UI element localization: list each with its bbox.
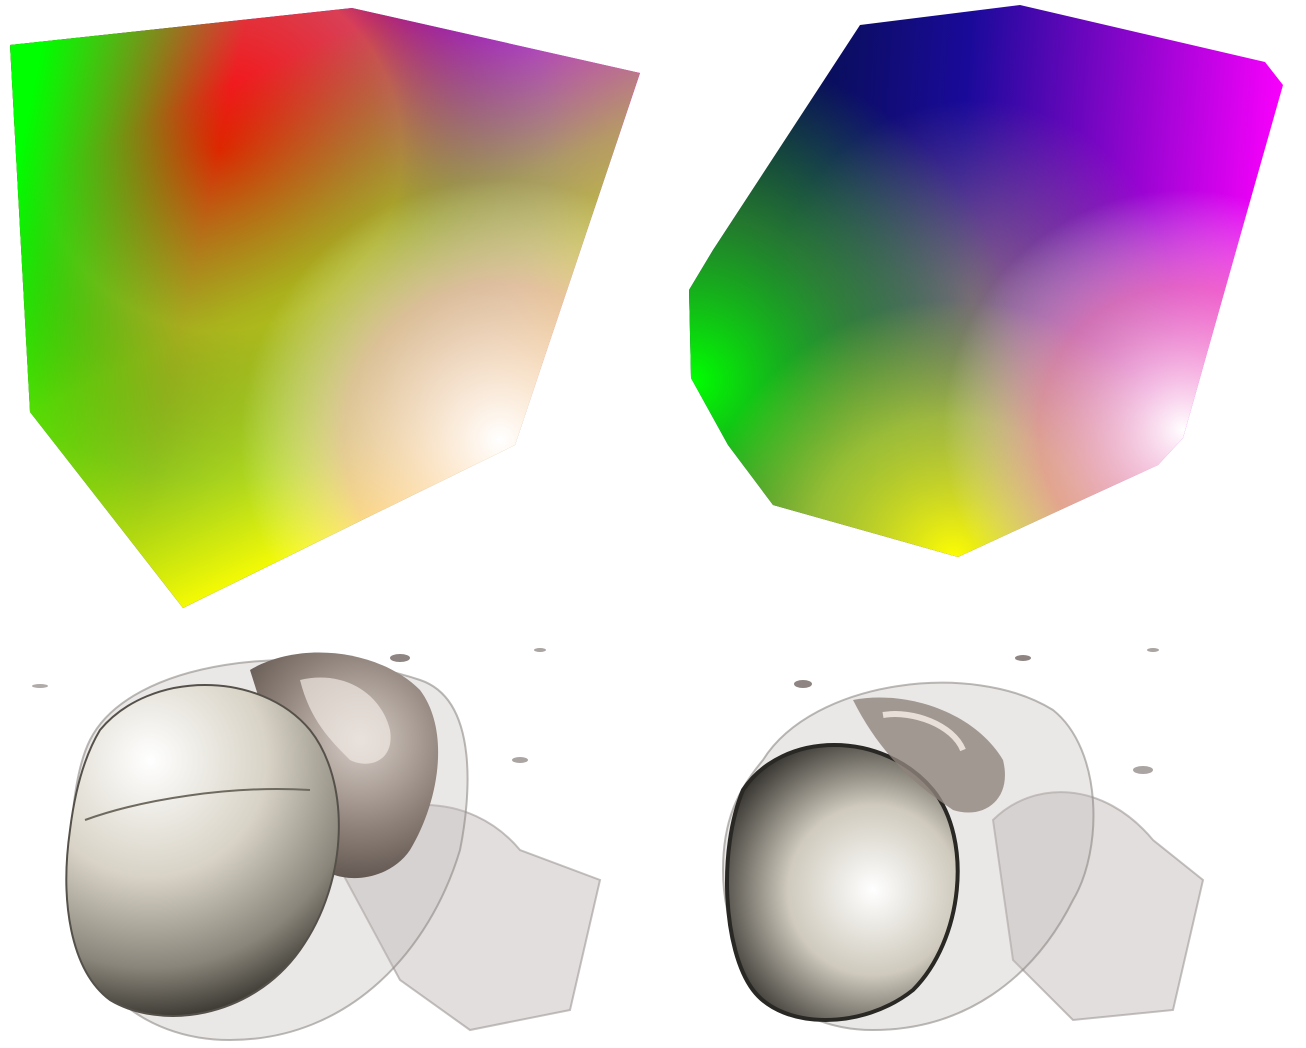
skull-volume-full bbox=[32, 648, 602, 1042]
rgb-cube-full bbox=[10, 8, 640, 608]
skull-volume-full-panel bbox=[0, 620, 653, 1048]
rgb-cube-clipped-panel bbox=[653, 0, 1306, 620]
rgb-cube-clipped bbox=[689, 5, 1283, 557]
skull-volume-clipped-panel bbox=[653, 620, 1306, 1048]
skull-volume-clipped bbox=[721, 648, 1205, 1032]
rgb-cube-full-panel bbox=[0, 0, 653, 620]
